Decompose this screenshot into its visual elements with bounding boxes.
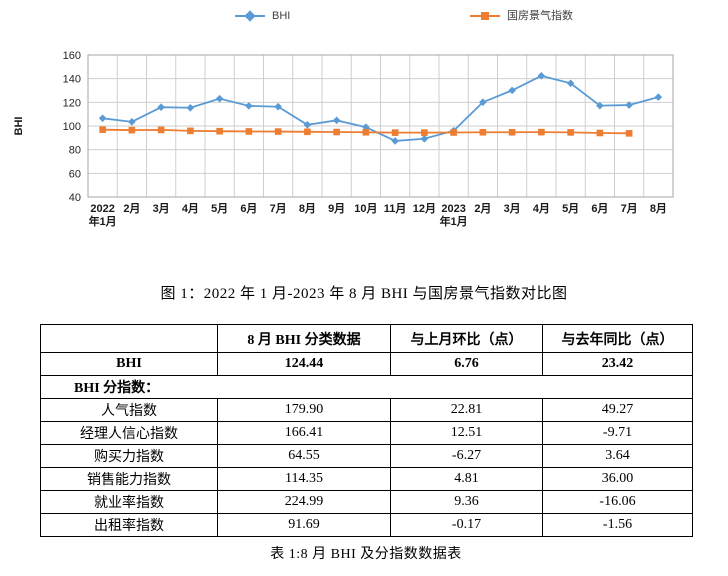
value-cell: 64.55	[217, 444, 391, 468]
svg-text:12月: 12月	[413, 202, 436, 215]
svg-text:11月: 11月	[384, 202, 407, 215]
svg-text:8月: 8月	[650, 202, 667, 215]
svg-text:2月: 2月	[474, 202, 491, 215]
bhi-comparison-chart: 40 60 80 100 120 140 160 2022 年1月 2月 3月 4月 5月 6月 7月 8月 9…	[0, 0, 728, 252]
row-label-cell: 经理人信心指数	[40, 421, 218, 445]
row-label-cell: 销售能力指数	[40, 467, 218, 491]
value-cell: 9.36	[390, 490, 543, 514]
section-label-cell: BHI 分指数：	[40, 375, 693, 399]
legend-label-bhi: BHI	[272, 10, 291, 22]
chart-legend: BHI 国房景气指数	[0, 8, 728, 26]
row-label-cell: BHI	[40, 352, 218, 376]
svg-text:100: 100	[63, 121, 81, 133]
svg-text:160: 160	[63, 50, 81, 62]
row-label-cell: 出租率指数	[40, 513, 218, 537]
svg-text:4月: 4月	[533, 202, 550, 215]
value-cell: 4.81	[390, 467, 543, 491]
header-mom-change: 与上月环比（点）	[390, 324, 543, 353]
svg-text:9月: 9月	[328, 202, 345, 215]
table-row: 出租率指数 91.69 -0.17 -1.56	[40, 513, 693, 537]
bhi-line-marker-icon	[235, 10, 265, 22]
value-cell: -1.56	[542, 513, 693, 537]
table-header-row: 8 月 BHI 分类数据 与上月环比（点） 与去年同比（点）	[40, 324, 693, 353]
y-axis-title: BHI	[13, 117, 25, 136]
svg-text:140: 140	[63, 74, 81, 86]
value-cell: 23.42	[542, 352, 693, 376]
svg-text:7月: 7月	[270, 202, 287, 215]
svg-text:8月: 8月	[299, 202, 316, 215]
value-cell: 6.76	[390, 352, 543, 376]
value-cell: 22.81	[390, 398, 543, 422]
value-cell: -9.71	[542, 421, 693, 445]
value-cell: 3.64	[542, 444, 693, 468]
value-cell: 91.69	[217, 513, 391, 537]
row-label-cell: 购买力指数	[40, 444, 218, 468]
value-cell: -6.27	[390, 444, 543, 468]
svg-text:6月: 6月	[591, 202, 608, 215]
legend-item-bhi: BHI	[235, 8, 290, 24]
figure-caption: 图 1：2022 年 1 月-2023 年 8 月 BHI 与国房景气指数对比图	[160, 286, 568, 302]
value-cell: 166.41	[217, 421, 391, 445]
plot-gridlines	[88, 55, 673, 197]
svg-text:10月: 10月	[354, 202, 377, 215]
svg-text:7月: 7月	[621, 202, 638, 215]
svg-text:4月: 4月	[182, 202, 199, 215]
table-caption: 表 1:8 月 BHI 及分指数数据表	[270, 547, 462, 562]
table-row: BHI 124.44 6.76 23.42	[40, 352, 693, 376]
value-cell: 114.35	[217, 467, 391, 491]
y-axis-labels: 40 60 80 100 120 140 160	[63, 50, 81, 204]
header-yoy-change: 与去年同比（点）	[542, 324, 693, 353]
svg-text:120: 120	[63, 97, 81, 109]
value-cell: -0.17	[390, 513, 543, 537]
value-cell: 49.27	[542, 398, 693, 422]
value-cell: -16.06	[542, 490, 693, 514]
value-cell: 124.44	[217, 352, 391, 376]
table-row: 销售能力指数 114.35 4.81 36.00	[40, 467, 693, 491]
svg-text:6月: 6月	[240, 202, 257, 215]
svg-text:40: 40	[69, 192, 81, 204]
svg-text:5月: 5月	[562, 202, 579, 215]
svg-text:60: 60	[69, 168, 81, 180]
series-climate-index	[99, 126, 633, 137]
table-row: 就业率指数 224.99 9.36 -16.06	[40, 490, 693, 514]
svg-text:5月: 5月	[211, 202, 228, 215]
chart-canvas: 40 60 80 100 120 140 160 2022 年1月 2月 3月 4月 5月 6月 7月 8月 9…	[13, 50, 674, 228]
legend-item-climate-index: 国房景气指数	[470, 8, 573, 24]
row-label-cell: 人气指数	[40, 398, 218, 422]
svg-text:2月: 2月	[123, 202, 140, 215]
svg-text:3月: 3月	[153, 202, 170, 215]
value-cell: 224.99	[217, 490, 391, 514]
table-row: BHI 分指数：	[40, 375, 693, 399]
svg-text:80: 80	[69, 145, 81, 157]
row-label-cell: 就业率指数	[40, 490, 218, 514]
header-august-data: 8 月 BHI 分类数据	[217, 324, 391, 353]
table-row: 购买力指数 64.55 -6.27 3.64	[40, 444, 693, 468]
value-cell: 12.51	[390, 421, 543, 445]
svg-text:3月: 3月	[504, 202, 521, 215]
plot-border	[87, 54, 674, 198]
climate-line-marker-icon	[470, 12, 500, 20]
legend-label-climate-index: 国房景气指数	[507, 10, 573, 22]
value-cell: 36.00	[542, 467, 693, 491]
x-axis-labels: 2022 年1月 2月 3月 4月 5月 6月 7月 8月 9月 10月 11月 12月 2023 年1月 2…	[89, 202, 667, 228]
bhi-sub-index-table: 8 月 BHI 分类数据 与上月环比（点） 与去年同比（点） BHI 124.44…	[40, 324, 693, 537]
table-row: 人气指数 179.90 22.81 49.27	[40, 398, 693, 422]
table-row: 经理人信心指数 166.41 12.51 -9.71	[40, 421, 693, 445]
header-empty-cell	[40, 324, 218, 353]
value-cell: 179.90	[217, 398, 391, 422]
